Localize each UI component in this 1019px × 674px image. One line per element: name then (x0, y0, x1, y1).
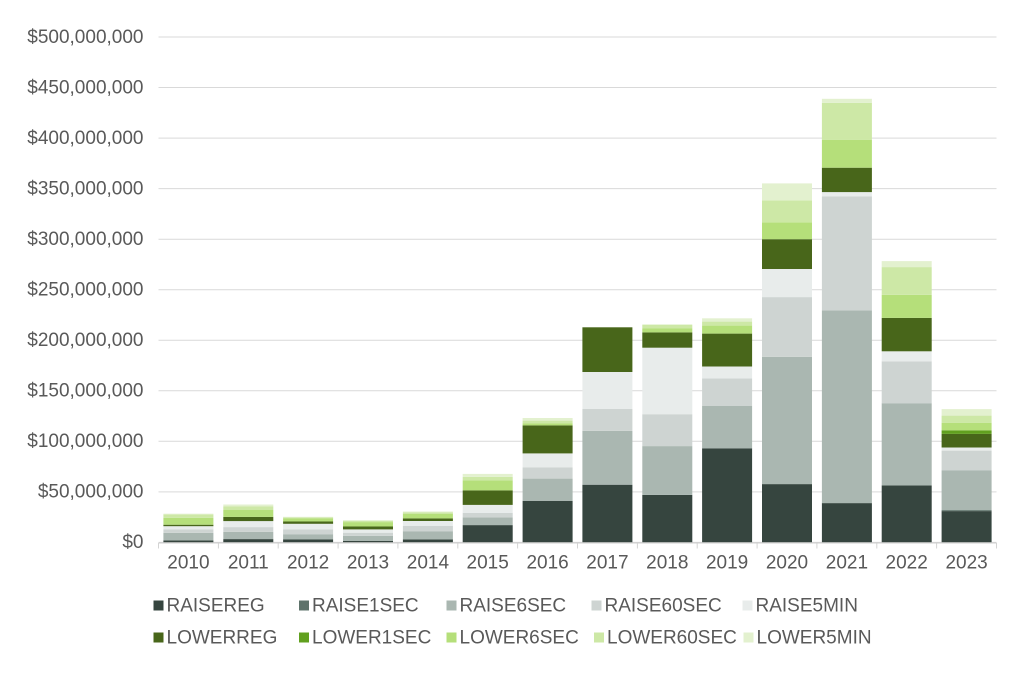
svg-text:RAISE60SEC: RAISE60SEC (605, 596, 722, 617)
svg-text:2021: 2021 (826, 553, 868, 574)
svg-text:$0: $0 (122, 532, 143, 553)
svg-text:$500,000,000: $500,000,000 (27, 27, 143, 48)
svg-text:LOWER6SEC: LOWER6SEC (460, 628, 579, 649)
svg-text:2019: 2019 (706, 553, 748, 574)
svg-text:2014: 2014 (407, 553, 450, 574)
svg-text:RAISEREG: RAISEREG (167, 596, 265, 617)
svg-text:$300,000,000: $300,000,000 (27, 229, 143, 250)
svg-text:RAISE5MIN: RAISE5MIN (756, 596, 858, 617)
svg-text:$100,000,000: $100,000,000 (27, 431, 143, 452)
svg-text:$150,000,000: $150,000,000 (27, 381, 143, 402)
svg-text:RAISE1SEC: RAISE1SEC (312, 596, 419, 617)
svg-text:$350,000,000: $350,000,000 (27, 178, 143, 199)
svg-text:$50,000,000: $50,000,000 (38, 482, 144, 503)
svg-text:2017: 2017 (586, 553, 628, 574)
svg-text:LOWERREG: LOWERREG (167, 628, 278, 649)
svg-text:$250,000,000: $250,000,000 (27, 280, 143, 301)
svg-text:$400,000,000: $400,000,000 (27, 128, 143, 149)
svg-text:2012: 2012 (287, 553, 329, 574)
svg-text:2023: 2023 (945, 553, 987, 574)
svg-text:LOWER5MIN: LOWER5MIN (757, 628, 872, 649)
svg-text:2011: 2011 (228, 553, 269, 574)
svg-text:2022: 2022 (886, 553, 928, 574)
svg-text:$450,000,000: $450,000,000 (27, 77, 143, 98)
svg-text:2020: 2020 (766, 553, 808, 574)
svg-text:LOWER60SEC: LOWER60SEC (607, 628, 737, 649)
svg-text:LOWER1SEC: LOWER1SEC (312, 628, 431, 649)
svg-text:2016: 2016 (526, 553, 568, 574)
svg-text:2015: 2015 (467, 553, 509, 574)
svg-text:2010: 2010 (167, 553, 209, 574)
svg-text:2013: 2013 (347, 553, 389, 574)
svg-text:$200,000,000: $200,000,000 (27, 330, 143, 351)
svg-text:RAISE6SEC: RAISE6SEC (460, 596, 567, 617)
svg-text:2018: 2018 (646, 553, 688, 574)
